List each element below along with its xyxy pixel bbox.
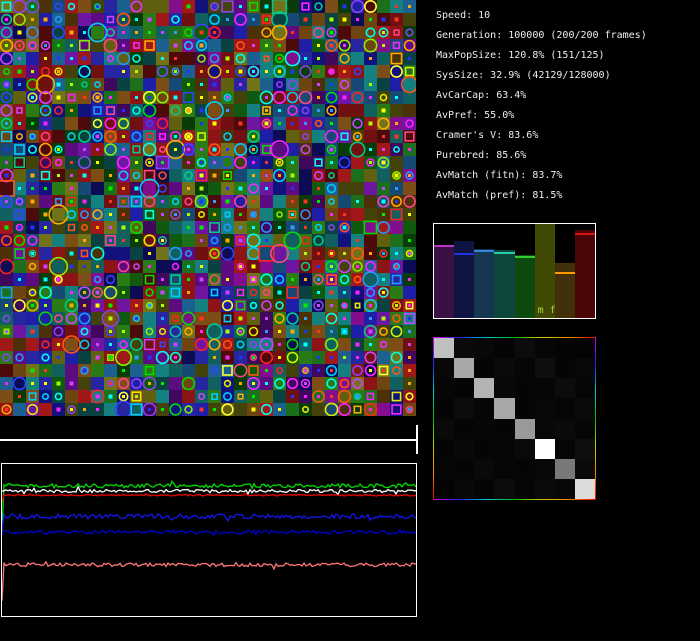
matrix-cell — [514, 398, 535, 419]
matrix-cell — [474, 478, 495, 499]
matrix-cell — [554, 438, 575, 459]
timeline-track[interactable] — [0, 439, 417, 441]
matrix-cell — [534, 438, 555, 459]
matrix-cell — [574, 418, 595, 439]
matrix-cell — [434, 458, 455, 479]
matrix-cell — [494, 358, 515, 379]
stat-avmatch-pref: AvMatch (pref): 81.5% — [436, 190, 563, 201]
matrix-border-top — [433, 337, 596, 338]
matrix-cell — [454, 458, 475, 479]
matrix-border-left — [433, 337, 434, 500]
matrix-cell — [514, 478, 535, 499]
matrix-cell — [454, 398, 475, 419]
matrix-cell — [494, 458, 515, 479]
species-bar-olive — [534, 224, 555, 318]
matrix-cell — [454, 418, 475, 439]
matrix-cell — [434, 398, 455, 419]
matrix-cell — [534, 358, 555, 379]
matrix-cell — [514, 338, 535, 359]
species-bar-blue — [474, 224, 495, 318]
matrix-cell — [574, 358, 595, 379]
matrix-cell — [474, 418, 495, 439]
matrix-cell — [554, 398, 575, 419]
matrix-border-bottom — [433, 499, 596, 500]
species-bar-chart: m f — [433, 223, 596, 319]
matrix-cell — [514, 458, 535, 479]
matrix-cell — [474, 378, 495, 399]
matrix-cell — [574, 398, 595, 419]
population-grid — [0, 0, 416, 416]
male-female-label: m f — [537, 305, 556, 316]
matrix-cell — [554, 358, 575, 379]
history-line-chart — [1, 463, 417, 617]
matrix-cell — [534, 458, 555, 479]
matrix-cell — [474, 438, 495, 459]
history-lines — [2, 479, 416, 601]
matrix-cell — [554, 458, 575, 479]
matrix-cell — [554, 338, 575, 359]
matrix-cell — [434, 378, 455, 399]
matrix-cell — [454, 478, 475, 499]
matrix-cell — [434, 478, 455, 499]
stat-syssize: SysSize: 32.9% (42129/128000) — [436, 70, 611, 81]
matrix-cell — [494, 398, 515, 419]
species-bars — [434, 224, 595, 318]
matrix-cell — [554, 378, 575, 399]
matrix-cell — [514, 378, 535, 399]
matrix-cell — [574, 338, 595, 359]
matrix-cell — [454, 358, 475, 379]
matrix-cell — [494, 338, 515, 359]
matrix-cells — [434, 338, 595, 499]
species-bar-green — [514, 224, 535, 318]
matrix-cell — [474, 358, 495, 379]
matrix-cell — [474, 338, 495, 359]
stat-generation: Generation: 100000 (200/200 frames) — [436, 30, 647, 41]
matrix-cell — [554, 418, 575, 439]
matrix-cell — [494, 418, 515, 439]
matrix-cell — [434, 358, 455, 379]
stat-purebred: Purebred: 85.6% — [436, 150, 527, 161]
matrix-border-right — [595, 337, 596, 500]
matrix-cell — [514, 358, 535, 379]
matrix-cell — [494, 438, 515, 459]
matrix-cell — [574, 478, 595, 499]
matrix-cell — [494, 378, 515, 399]
matrix-cell — [474, 458, 495, 479]
species-bar-purple — [434, 224, 455, 318]
matrix-cell — [534, 398, 555, 419]
matrix-cell — [574, 438, 595, 459]
interaction-matrix — [433, 337, 596, 500]
matrix-cell — [554, 478, 575, 499]
matrix-cell — [534, 418, 555, 439]
species-bar-red — [574, 224, 595, 318]
matrix-cell — [494, 478, 515, 499]
stat-avpref: AvPref: 55.0% — [436, 110, 515, 121]
matrix-cell — [434, 418, 455, 439]
stat-avmatch-fitn: AvMatch (fitn): 83.7% — [436, 170, 563, 181]
matrix-cell — [454, 338, 475, 359]
species-bar-brown — [554, 224, 575, 318]
stat-avcarcap: AvCarCap: 63.4% — [436, 90, 527, 101]
matrix-cell — [574, 378, 595, 399]
matrix-cell — [434, 338, 455, 359]
matrix-cell — [474, 398, 495, 419]
matrix-cell — [434, 438, 455, 459]
matrix-cell — [574, 458, 595, 479]
matrix-cell — [454, 438, 475, 459]
matrix-cell — [514, 418, 535, 439]
stats-panel: Speed: 10 Generation: 100000 (200/200 fr… — [436, 6, 647, 206]
stat-maxpopsize: MaxPopSize: 120.8% (151/125) — [436, 50, 605, 61]
matrix-cell — [534, 378, 555, 399]
matrix-cell — [534, 478, 555, 499]
species-bar-navy — [454, 224, 475, 318]
matrix-cell — [454, 378, 475, 399]
matrix-cell — [514, 438, 535, 459]
matrix-cell — [534, 338, 555, 359]
stat-cramers-v: Cramer's V: 83.6% — [436, 130, 539, 141]
stat-speed: Speed: 10 — [436, 10, 491, 21]
timeline-cursor[interactable] — [416, 425, 418, 454]
species-bar-teal — [494, 224, 515, 318]
